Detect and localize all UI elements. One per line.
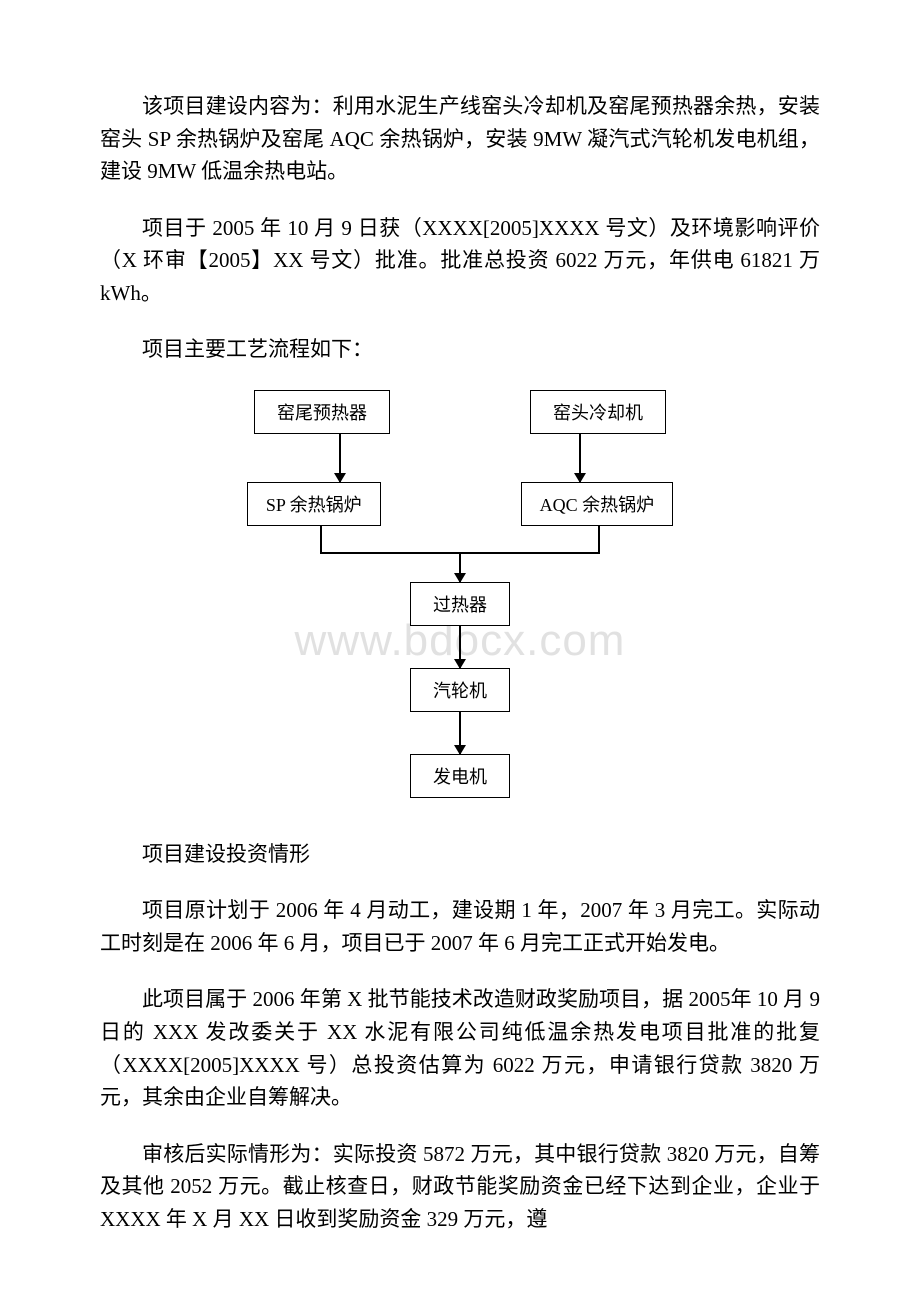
paragraph-construction-content: 该项目建设内容为：利用水泥生产线窑头冷却机及窑尾预热器余热，安装窑头 SP 余热… — [100, 90, 820, 188]
flow-row-2: SP 余热锅炉 AQC 余热锅炉 — [247, 482, 673, 526]
flow-node-superheater: 过热器 — [410, 582, 510, 626]
flow-row-1: 窑尾预热器 窑头冷却机 — [254, 390, 666, 434]
flow-node-sp-boiler: SP 余热锅炉 — [247, 482, 381, 526]
arrow-icon — [459, 626, 461, 668]
arrow-icon — [579, 434, 581, 482]
connector-line — [320, 526, 322, 552]
paragraph-approval: 项目于 2005 年 10 月 9 日获（XXXX[2005]XXXX 号文）及… — [100, 212, 820, 310]
arrow-icon — [339, 434, 341, 482]
flow-node-cooler: 窑头冷却机 — [530, 390, 666, 434]
flow-arrow-4 — [459, 712, 461, 754]
flow-node-aqc-boiler: AQC 余热锅炉 — [521, 482, 674, 526]
flow-node-preheater: 窑尾预热器 — [254, 390, 390, 434]
paragraph-schedule: 项目原计划于 2006 年 4 月动工，建设期 1 年，2007 年 3 月完工… — [100, 894, 820, 959]
flow-arrows-1 — [339, 434, 581, 482]
connector-line — [598, 526, 600, 552]
flow-node-turbine: 汽轮机 — [410, 668, 510, 712]
arrow-icon — [459, 552, 461, 582]
flow-arrow-3 — [459, 626, 461, 668]
process-flowchart: 窑尾预热器 窑头冷却机 SP 余热锅炉 AQC 余热锅炉 过热器 汽轮机 发电机 — [100, 390, 820, 798]
paragraph-investment-heading: 项目建设投资情形 — [100, 838, 820, 871]
paragraph-process-intro: 项目主要工艺流程如下： — [100, 333, 820, 366]
flow-merge-connector — [320, 526, 600, 582]
document-content: 该项目建设内容为：利用水泥生产线窑头冷却机及窑尾预热器余热，安装窑头 SP 余热… — [0, 0, 920, 1299]
flow-node-generator: 发电机 — [410, 754, 510, 798]
paragraph-financing: 此项目属于 2006 年第 X 批节能技术改造财政奖励项目，据 2005年 10… — [100, 983, 820, 1113]
arrow-icon — [459, 712, 461, 754]
paragraph-audit: 审核后实际情形为：实际投资 5872 万元，其中银行贷款 3820 万元，自筹及… — [100, 1138, 820, 1236]
